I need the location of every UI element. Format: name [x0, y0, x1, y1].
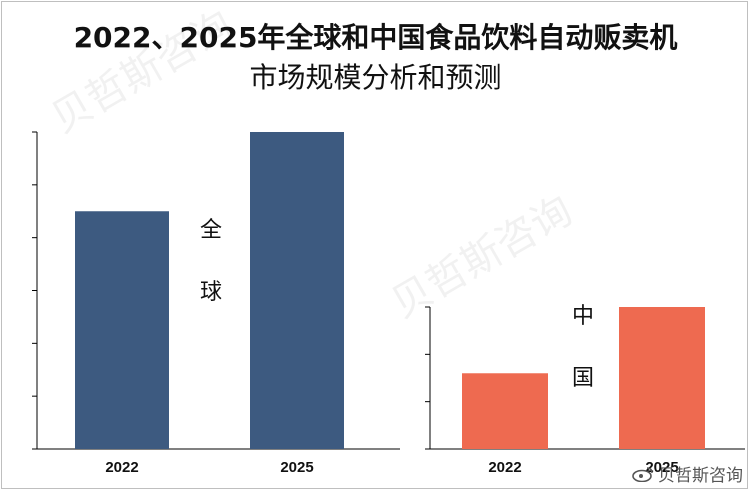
- global-bar-2025: [250, 132, 344, 449]
- china-category-label: 2022: [488, 459, 521, 476]
- global-bar-2022: [75, 211, 169, 449]
- china-label-char-2: 国: [572, 366, 595, 391]
- global-label-char-2: 球: [200, 280, 223, 305]
- chart-title: 2022、2025年全球和中国食品饮料自动贩卖机 市场规模分析和预测: [0, 18, 751, 98]
- brand-watermark: 贝哲斯咨询: [632, 461, 743, 486]
- brand-text: 贝哲斯咨询: [658, 466, 743, 486]
- global-label-char-1: 全: [200, 218, 223, 243]
- title-line-1: 2022、2025年全球和中国食品饮料自动贩卖机: [73, 21, 678, 54]
- global-category-label: 2025: [280, 459, 313, 476]
- weibo-icon: [632, 466, 653, 482]
- china-bar-2025: [619, 307, 705, 449]
- china-label-char-1: 中: [572, 304, 595, 329]
- china-category-label: 2025: [645, 459, 678, 476]
- title-line-2: 市场规模分析和预测: [249, 61, 502, 94]
- china-bar-2022: [462, 373, 548, 449]
- global-category-label: 2022: [105, 459, 138, 476]
